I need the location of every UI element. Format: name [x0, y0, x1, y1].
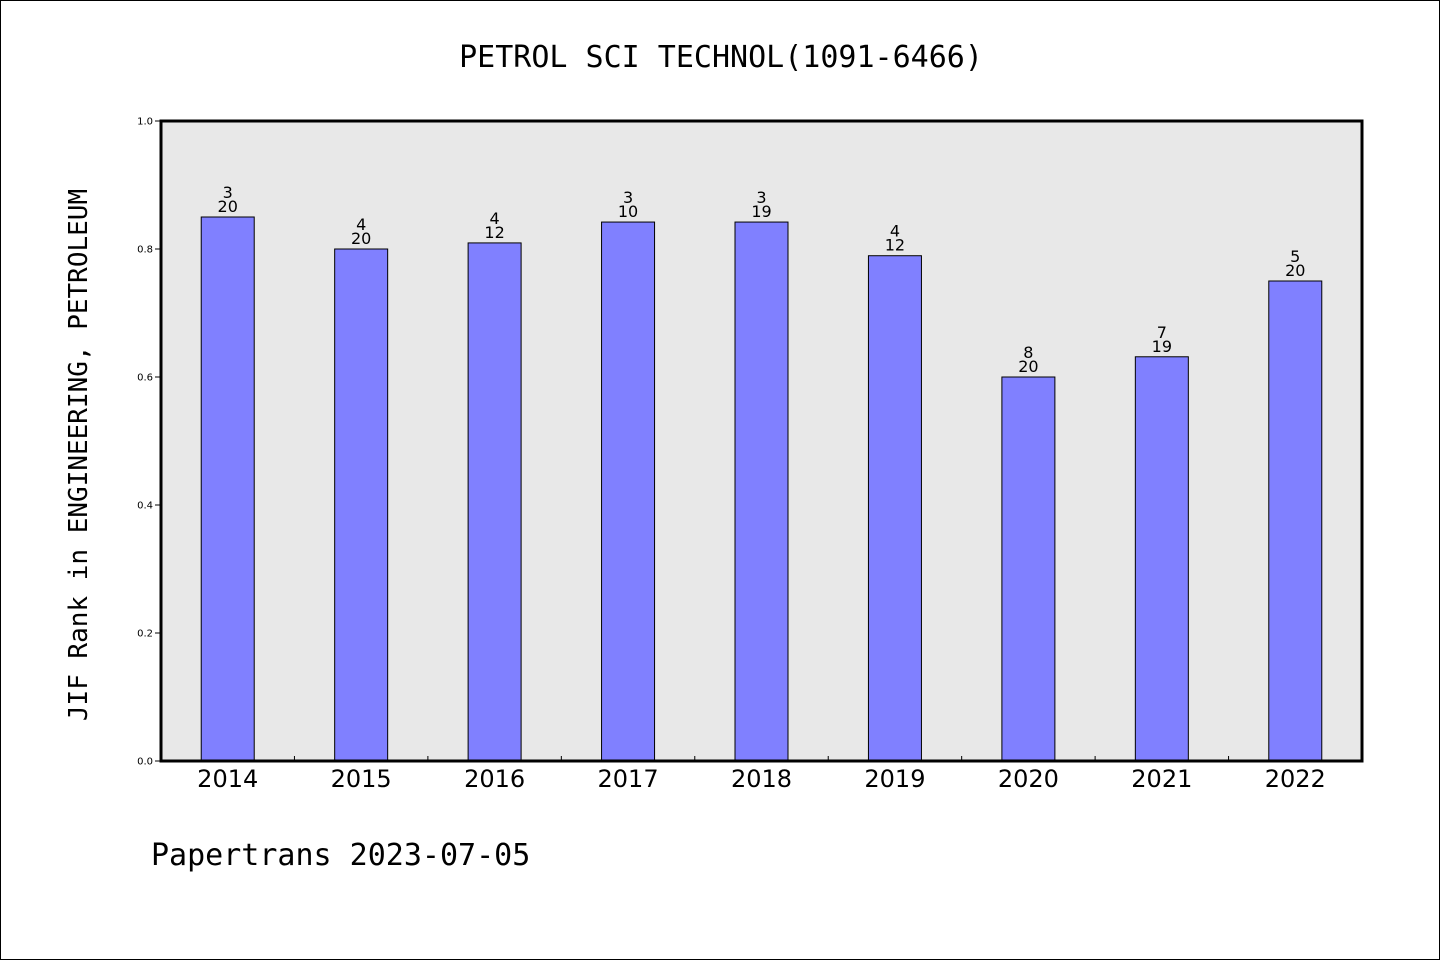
y-tick-label: 1.0	[137, 117, 153, 128]
chart-title: PETROL SCI TECHNOL(1091-6466)	[459, 40, 983, 75]
labels-layer: 3202014420201541220163102017319201841220…	[197, 183, 1326, 793]
bar-rank-label: 3	[756, 188, 766, 207]
bar-rank-label: 3	[623, 188, 633, 207]
bar	[1134, 356, 1189, 762]
bar-rank-label: 4	[490, 209, 500, 228]
bar	[467, 242, 522, 762]
bar	[1001, 376, 1056, 762]
y-tick-label: 0.0	[137, 757, 153, 768]
x-tick-label: 2015	[331, 765, 392, 793]
bar-rank-label: 4	[890, 222, 900, 241]
bar-rank-label: 5	[1290, 247, 1300, 266]
y-axis-label: JIF Rank in ENGINEERING, PETROLEUM	[64, 189, 94, 721]
bar-rank-label: 7	[1157, 323, 1167, 342]
y-tick-label: 0.4	[137, 501, 153, 512]
bar-total-label: 12	[885, 236, 905, 255]
x-tick-label: 2016	[464, 765, 525, 793]
x-tick-label: 2019	[864, 765, 925, 793]
x-tick-label: 2018	[731, 765, 792, 793]
bars-layer	[200, 216, 1323, 762]
bar-total-label: 20	[1285, 261, 1305, 280]
bar-rank-label: 4	[356, 215, 366, 234]
x-tick-label: 2022	[1265, 765, 1326, 793]
bar-rank-label: 8	[1023, 343, 1033, 362]
bar-total-label: 20	[218, 197, 238, 216]
x-tick-label: 2017	[598, 765, 659, 793]
bar-total-label: 10	[618, 202, 638, 221]
bar	[867, 255, 922, 762]
bar-total-label: 19	[1152, 337, 1172, 356]
bar-total-label: 20	[1018, 357, 1038, 376]
bar-total-label: 19	[751, 202, 771, 221]
bar-total-label: 12	[484, 223, 504, 242]
x-tick-label: 2020	[998, 765, 1059, 793]
bar-total-label: 20	[351, 229, 371, 248]
bar-rank-label: 3	[223, 183, 233, 202]
bar	[734, 221, 789, 762]
x-tick-label: 2014	[197, 765, 258, 793]
bar	[601, 221, 656, 762]
bar	[1268, 280, 1323, 762]
bar	[334, 248, 389, 762]
y-tick-label: 0.8	[137, 245, 153, 256]
y-tick-label: 0.6	[137, 373, 153, 384]
bar	[200, 216, 255, 762]
plot-border	[159, 119, 1364, 763]
x-tick-label: 2021	[1131, 765, 1192, 793]
y-tick-label: 0.2	[137, 629, 153, 640]
footer-text: Papertrans 2023-07-05	[151, 838, 530, 873]
